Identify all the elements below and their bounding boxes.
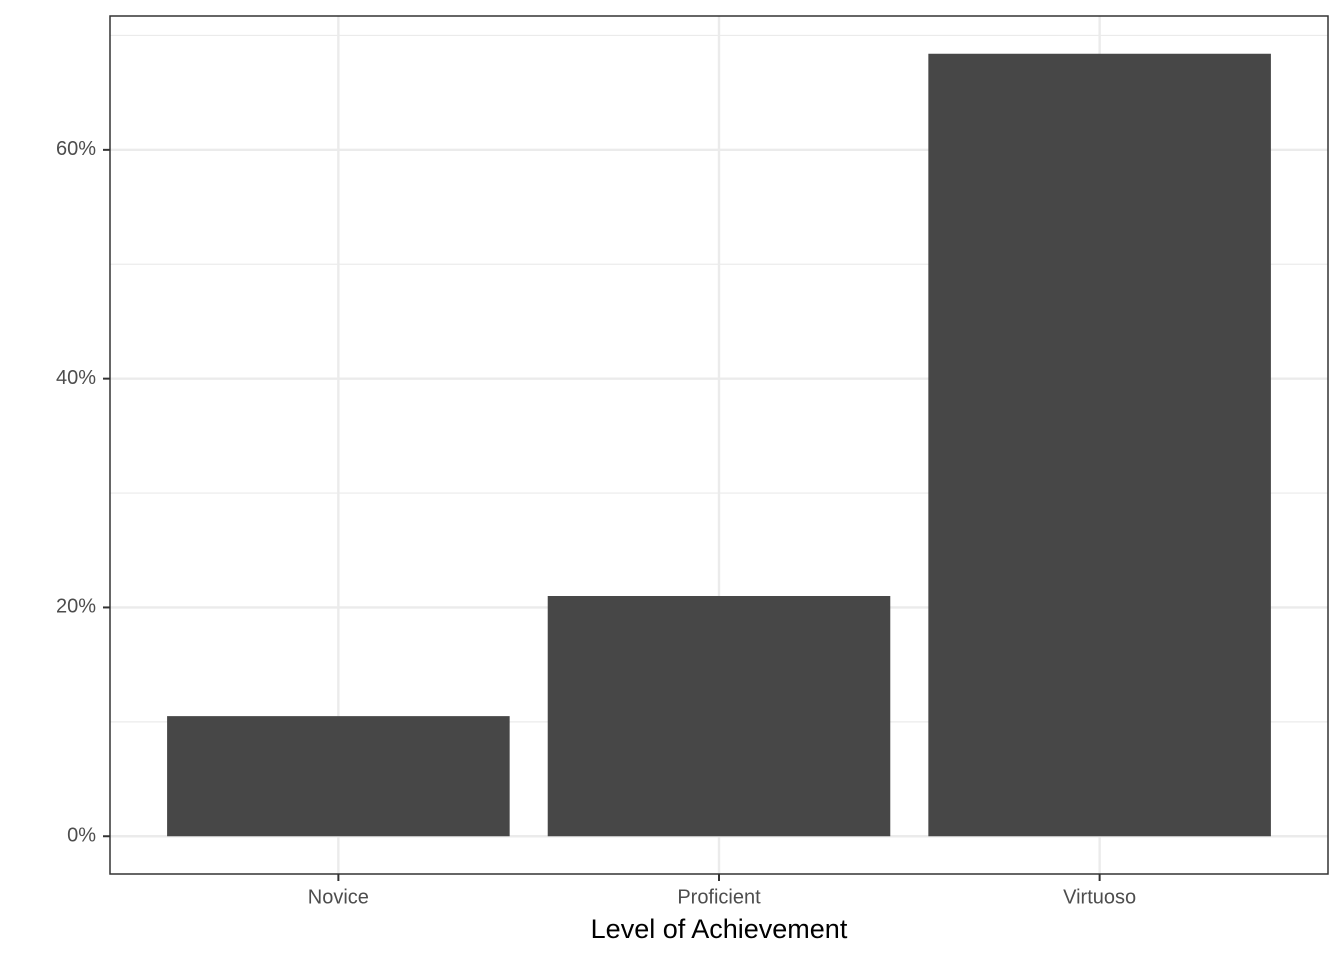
x-tick-label: Novice <box>308 886 369 908</box>
y-tick-label: 20% <box>56 596 96 618</box>
bar <box>928 53 1271 837</box>
y-tick-label: 40% <box>56 367 96 389</box>
x-tick-label: Proficient <box>677 886 761 908</box>
y-tick-label: 60% <box>56 138 96 160</box>
x-tick-label: Virtuoso <box>1063 886 1136 908</box>
bar <box>547 596 891 837</box>
y-tick-label: 0% <box>67 825 96 847</box>
x-axis-title: Level of Achievement <box>591 914 848 944</box>
panel-border <box>109 15 1329 875</box>
bar <box>167 716 510 837</box>
